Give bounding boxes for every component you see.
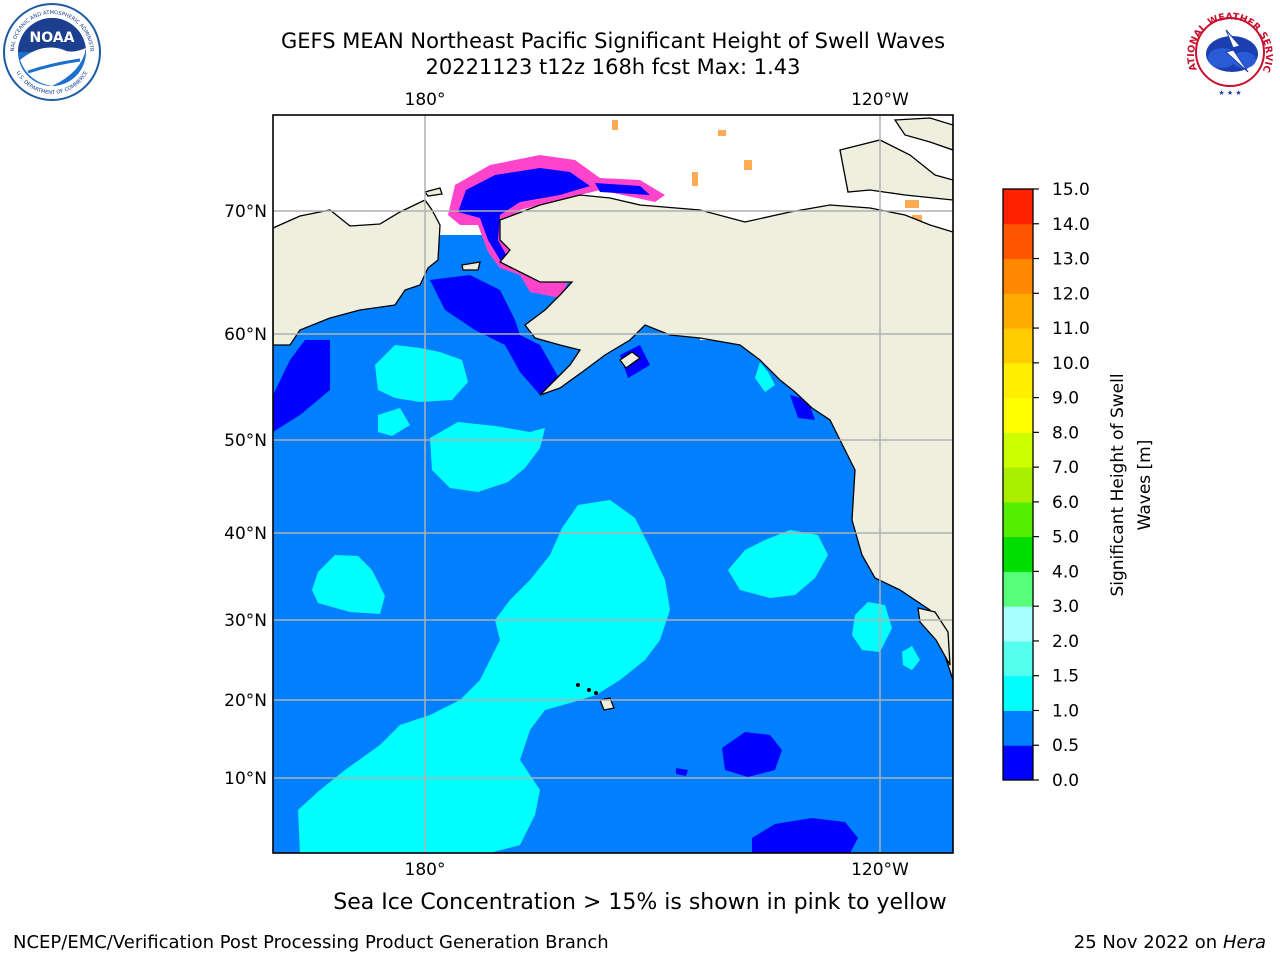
bottom-lon-label: 180° — [405, 860, 446, 880]
colorbar-tick-label: 12.0 — [1052, 284, 1090, 304]
hawaii-island — [599, 697, 615, 711]
colorbar-tick-label: 0.5 — [1052, 736, 1079, 756]
low-swell-region — [722, 732, 782, 777]
colorbar-tick-label: 8.0 — [1052, 423, 1079, 443]
colorbar-bin — [1003, 640, 1033, 677]
lat-label: 40°N — [224, 524, 267, 544]
colorbar-bin — [1003, 293, 1033, 329]
colorbar-tick-label: 9.0 — [1052, 389, 1079, 409]
lat-label: 30°N — [224, 611, 267, 631]
low-swell-region — [676, 768, 688, 776]
colorbar-bin — [1003, 223, 1033, 260]
low-swell-region — [430, 275, 560, 395]
bottom-lon-label: 120°W — [851, 860, 909, 880]
colorbar-bin — [1003, 501, 1033, 538]
low-swell-region — [752, 818, 858, 853]
sea-ice-fill — [458, 168, 590, 262]
colorbar-bin — [1003, 189, 1033, 225]
nws-logo: NATIONAL WEATHER SERVICE ★ ★ ★ — [1178, 2, 1276, 100]
st-lawrence-island — [461, 261, 481, 271]
colorbar-bin — [1003, 362, 1033, 399]
footer-date-text: 25 Nov 2022 on — [1073, 932, 1218, 953]
graticule — [273, 115, 953, 853]
colorbar-tick-label: 6.0 — [1052, 493, 1079, 513]
chart-title: GEFS MEAN Northeast Pacific Significant … — [280, 29, 946, 53]
lat-label: 10°N — [224, 769, 267, 789]
canadian-arctic-island — [839, 139, 953, 201]
colorbar-tick-label: 10.0 — [1052, 354, 1090, 374]
colorbar-ticks: 0.0 0.5 1.0 1.5 2.0 3.0 4.0 5.0 6.0 7.0 8.0 9.0 10.0… — [1033, 180, 1090, 791]
swell-1.5-2.0-regions — [298, 345, 920, 853]
low-swell-region — [273, 340, 330, 432]
colorbar-tick-label: 5.0 — [1052, 528, 1079, 548]
hawaiian-islands — [576, 683, 598, 695]
chart-subtitle: 20221123 t12z 168h fcst Max: 1.43 — [425, 55, 801, 79]
footer-date: 25 Nov 2022 on Hera — [1074, 932, 1266, 953]
colorbar-tick-label: 14.0 — [1052, 215, 1090, 235]
colorbar-frame — [1002, 188, 1034, 781]
colorbar-tick-label: 7.0 — [1052, 458, 1079, 478]
colorbar-bin — [1003, 467, 1033, 503]
colorbar-tick-label: 13.0 — [1052, 250, 1090, 270]
sea-ice-fill — [595, 183, 650, 195]
colorbar-label-line1: Significant Height of Swell — [1108, 373, 1128, 596]
lat-label: 60°N — [224, 325, 267, 345]
sea-ice-note: Sea Ice Concentration > 15% is shown in … — [333, 890, 947, 915]
kodiak-island — [619, 351, 642, 369]
colorbar-tick-label: 1.5 — [1052, 667, 1079, 687]
colorbar-tick-label: 11.0 — [1052, 319, 1090, 339]
map-frame — [272, 114, 954, 854]
colorbar-bin — [1003, 571, 1033, 607]
colorbar-bin — [1003, 328, 1033, 364]
colorbar-bin — [1003, 432, 1033, 468]
colorbar-tick-label: 4.0 — [1052, 562, 1079, 582]
colorbar-tick-label: 0.0 — [1052, 771, 1079, 791]
lat-label: 70°N — [224, 202, 267, 222]
colorbar-tick-label: 2.0 — [1052, 632, 1079, 652]
colorbar-bin — [1003, 536, 1033, 572]
colorbar-bin — [1003, 397, 1033, 433]
colorbar-bin — [1003, 675, 1033, 711]
top-lon-label: 180° — [405, 90, 446, 110]
noaa-wordmark: NOAA — [30, 30, 75, 46]
alaska-land — [498, 194, 953, 681]
colorbar-bin — [1003, 606, 1033, 642]
footer-credit: NCEP/EMC/Verification Post Processing Pr… — [13, 932, 609, 953]
wrangel-island — [423, 187, 443, 197]
colorbar-label-line2: Waves [m] — [1135, 440, 1155, 531]
low-swell-region — [790, 395, 815, 420]
svg-text:★ ★ ★: ★ ★ ★ — [1218, 89, 1241, 97]
map-plot-area — [273, 115, 953, 853]
canadian-arctic-island — [893, 117, 953, 151]
noaa-logo: NOAA NATIONAL OCEANIC AND ATMOSPHERIC AD… — [2, 2, 101, 101]
colorbar-bin — [1003, 745, 1033, 781]
lat-label: 20°N — [224, 691, 267, 711]
lat-label: 50°N — [224, 431, 267, 451]
footer-machine: Hera — [1222, 932, 1266, 953]
landmass — [273, 117, 953, 711]
colorbar-bin — [1003, 258, 1033, 294]
colorbar-tick-label: 3.0 — [1052, 597, 1079, 617]
siberia-land — [273, 199, 441, 346]
colorbar — [1003, 189, 1033, 781]
baja-california — [917, 607, 951, 666]
colorbar-bin — [1003, 710, 1033, 746]
top-lon-label: 120°W — [851, 90, 909, 110]
colorbar-tick-label: 1.0 — [1052, 701, 1079, 721]
colorbar-tick-label: 15.0 — [1052, 180, 1090, 200]
